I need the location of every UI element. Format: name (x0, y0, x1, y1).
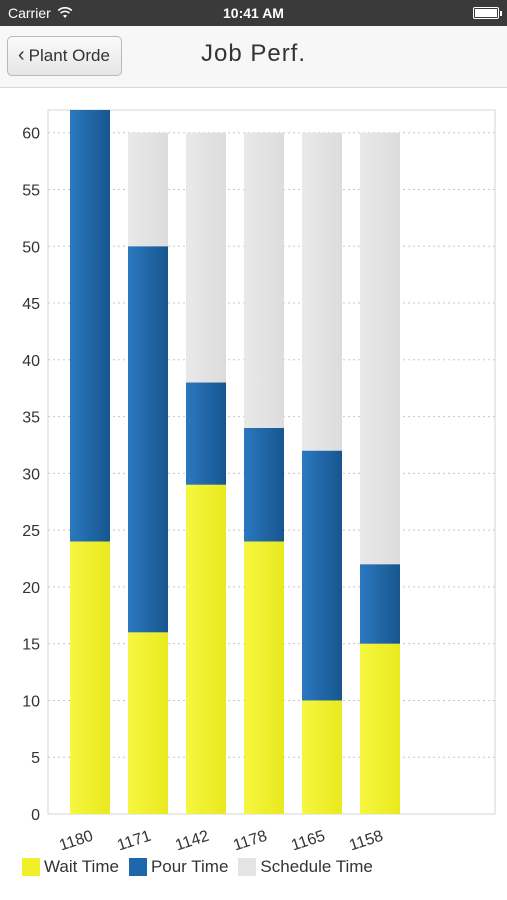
bar-1180-pour-time (70, 110, 110, 542)
bar-1178-wait-time (244, 541, 284, 814)
bar-1142-pour-time (186, 382, 226, 485)
carrier-indicator: Carrier (8, 5, 73, 21)
bar-1165-wait-time (302, 700, 342, 814)
y-tick-label: 15 (22, 637, 40, 654)
x-tick-label: 1158 (347, 828, 385, 853)
bar-1171-pour-time (128, 246, 168, 633)
bar-1158-schedule-time (360, 132, 400, 565)
x-tick-label: 1171 (115, 828, 153, 853)
legend-swatch-pour (128, 858, 147, 876)
y-tick-label: 0 (31, 807, 40, 824)
y-tick-label: 55 (22, 182, 40, 199)
legend-item-schedule: Schedule Time (238, 857, 373, 877)
battery-icon (473, 7, 502, 19)
y-tick-label: 10 (22, 693, 40, 710)
y-tick-label: 20 (22, 580, 40, 597)
legend-swatch-wait (22, 858, 40, 876)
page-title: Job Perf. (200, 40, 307, 67)
bar-1171-schedule-time (128, 132, 168, 247)
bar-1171-wait-time (128, 632, 168, 814)
y-tick-label: 5 (31, 750, 40, 767)
bar-1165-schedule-time (302, 132, 342, 451)
y-tick-label: 45 (22, 296, 40, 313)
legend-label-schedule: Schedule Time (260, 857, 373, 876)
bar-1142-wait-time (186, 484, 226, 814)
carrier-label: Carrier (8, 5, 51, 21)
bar-1142-schedule-time (186, 132, 226, 383)
bar-1158-pour-time (360, 564, 400, 644)
bar-1178-schedule-time (244, 132, 284, 428)
back-button-label: Plant Orde (28, 46, 110, 65)
legend-label-wait: Wait Time (44, 857, 119, 876)
y-tick-label: 40 (22, 353, 40, 370)
y-tick-label: 50 (22, 239, 40, 256)
clock: 10:41 AM (223, 5, 284, 21)
wifi-icon (57, 7, 73, 18)
bar-1165-pour-time (302, 450, 342, 701)
y-tick-label: 25 (22, 523, 40, 540)
chevron-left-icon: ‹ (18, 44, 25, 66)
y-tick-label: 60 (22, 126, 40, 143)
x-tick-label: 1165 (289, 828, 327, 853)
legend-label-pour: Pour Time (150, 857, 229, 876)
y-tick-label: 30 (22, 466, 40, 483)
x-tick-label: 1142 (173, 828, 211, 853)
bar-1180-wait-time (70, 541, 110, 814)
legend-swatch-schedule (238, 858, 257, 876)
back-button[interactable]: ‹ Plant Orde (7, 36, 122, 76)
bar-1158-wait-time (360, 643, 400, 814)
navigation-bar: ‹ Plant Orde Job Perf. (0, 26, 507, 88)
stacked-bar-chart: 0 5 10 15 20 25 30 35 40 45 50 55 60 1180 1171 1142 1178… (22, 109, 496, 853)
x-tick-label: 1178 (231, 828, 269, 853)
x-tick-label: 1180 (57, 828, 95, 853)
chart-legend: Wait Time Pour Time Schedule Time (22, 857, 373, 877)
bar-1178-pour-time (244, 427, 284, 542)
legend-item-pour: Pour Time (128, 857, 229, 877)
y-tick-label: 35 (22, 410, 40, 427)
status-bar: Carrier 10:41 AM (0, 0, 507, 26)
legend-item-wait: Wait Time (22, 857, 119, 877)
